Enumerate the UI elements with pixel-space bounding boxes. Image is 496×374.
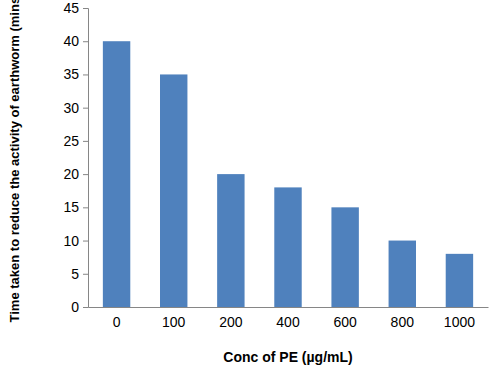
y-tick-label: 45 <box>63 0 79 16</box>
bar <box>331 207 358 307</box>
y-tick: 20 <box>63 166 88 182</box>
y-tick-mark <box>83 8 88 9</box>
x-tick-label: 600 <box>333 314 357 330</box>
x-tick: 800 <box>391 314 415 330</box>
y-tick-label: 35 <box>63 66 79 82</box>
x-tick-label: 800 <box>391 314 415 330</box>
y-tick-label: 0 <box>71 299 79 315</box>
y-tick-label: 25 <box>63 133 79 149</box>
y-tick-mark <box>83 108 88 109</box>
x-tick-label: 1000 <box>444 314 475 330</box>
chart: 0 5 10 15 20 25 30 35 40 45 0 100 200 400 600 800 1000 Co… <box>0 0 496 374</box>
y-axis-line <box>83 9 89 308</box>
y-tick: 35 <box>63 66 88 82</box>
x-tick: 0 <box>113 314 121 330</box>
y-tick-label: 10 <box>63 233 79 249</box>
bar <box>103 41 130 307</box>
y-tick-mark <box>83 241 88 242</box>
y-tick-mark <box>83 207 88 208</box>
x-axis-line <box>89 307 489 308</box>
x-tick-label: 0 <box>113 314 121 330</box>
y-tick-mark <box>83 174 88 175</box>
y-tick-label: 30 <box>63 100 79 116</box>
x-tick-label: 200 <box>219 314 243 330</box>
y-tick-label: 20 <box>63 166 79 182</box>
y-tick: 15 <box>63 199 88 215</box>
x-tick: 600 <box>333 314 357 330</box>
bar <box>160 74 187 307</box>
y-tick: 0 <box>71 299 88 315</box>
bar <box>389 241 416 307</box>
y-tick-label: 5 <box>71 266 79 282</box>
y-tick-mark <box>83 141 88 142</box>
x-tick: 100 <box>162 314 186 330</box>
y-tick-label: 40 <box>63 33 79 49</box>
x-tick-label: 400 <box>276 314 300 330</box>
y-tick: 25 <box>63 133 88 149</box>
y-tick: 10 <box>63 233 88 249</box>
bars <box>103 41 473 307</box>
y-tick-label: 15 <box>63 199 79 215</box>
y-tick-mark <box>83 74 88 75</box>
y-axis: 0 5 10 15 20 25 30 35 40 45 <box>63 0 88 315</box>
x-tick-label: 100 <box>162 314 186 330</box>
x-tick: 200 <box>219 314 243 330</box>
y-tick: 40 <box>63 33 88 49</box>
y-tick: 45 <box>63 0 88 16</box>
y-tick: 30 <box>63 100 88 116</box>
bar <box>274 187 301 307</box>
bar <box>446 254 473 307</box>
y-tick-mark <box>83 307 88 308</box>
bar <box>217 174 244 307</box>
y-tick: 5 <box>71 266 88 282</box>
y-tick-mark <box>83 274 88 275</box>
x-axis: 0 100 200 400 600 800 1000 <box>89 308 489 330</box>
y-tick-mark <box>83 41 88 42</box>
y-axis-title: Time taken to reduce the activity of ear… <box>7 0 22 322</box>
x-tick: 400 <box>276 314 300 330</box>
x-tick: 1000 <box>444 314 475 330</box>
plot: 0 5 10 15 20 25 30 35 40 45 0 100 200 400 600 800 1000 <box>63 0 488 330</box>
x-axis-title: Conc of PE (µg/mL) <box>223 349 352 365</box>
